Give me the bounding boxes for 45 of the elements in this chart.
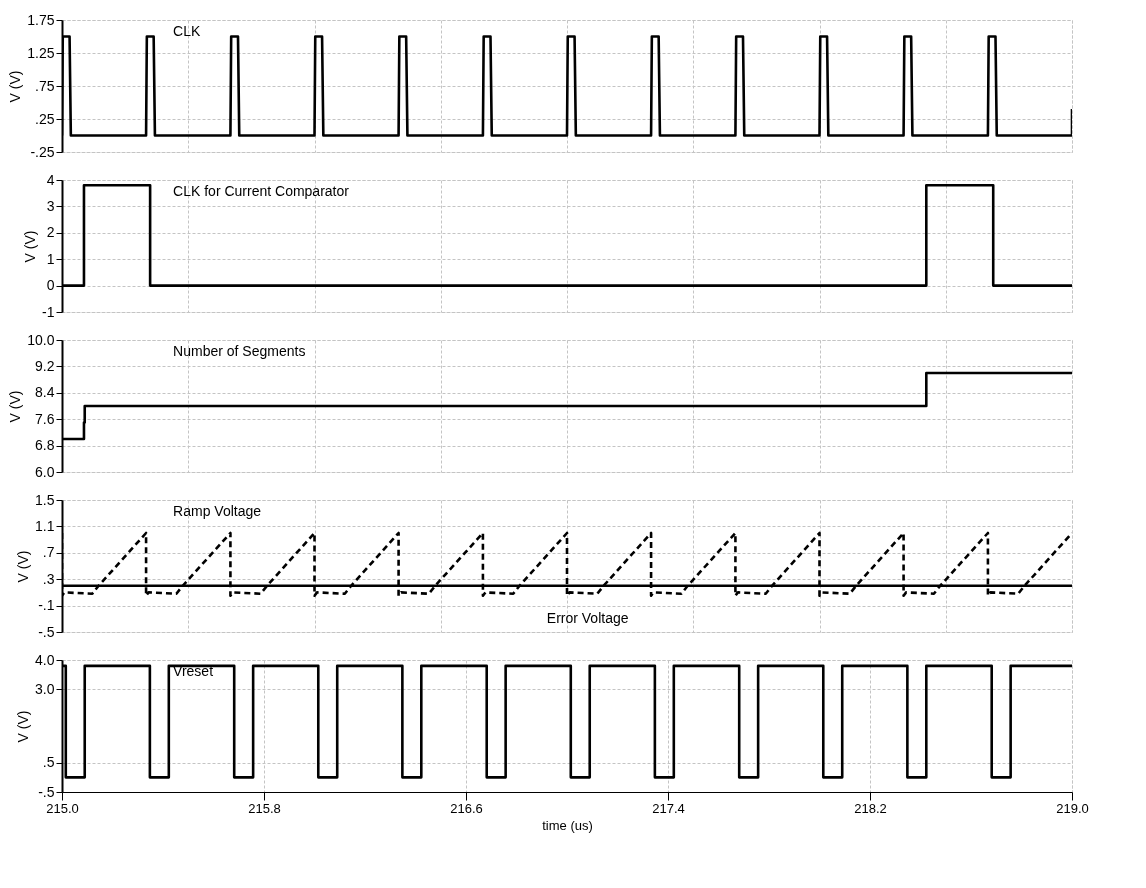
y-tick-label: 1.25 xyxy=(27,44,55,61)
x-tick-label: 216.6 xyxy=(450,800,483,816)
y-tick-label: 3 xyxy=(46,197,55,214)
y-tick-label: 3.0 xyxy=(35,680,55,697)
x-tick-label: 218.2 xyxy=(854,800,887,816)
text: Number of Segments xyxy=(173,342,306,359)
y-tick-label: 1.75 xyxy=(27,11,55,28)
y-axis-title: V (V) xyxy=(22,230,39,263)
x-tick-label: 219.0 xyxy=(1056,800,1089,816)
y-tick-label: 8.4 xyxy=(35,384,55,401)
x-tick-label: 215.0 xyxy=(46,800,79,816)
y-tick-label: 10.0 xyxy=(27,331,55,348)
y-tick-label: 2 xyxy=(46,224,55,241)
y-tick-label: -.1 xyxy=(38,597,55,614)
y-tick-label: 1 xyxy=(46,250,55,267)
y-tick-label: -1 xyxy=(42,303,55,320)
y-tick-label: .5 xyxy=(42,754,55,771)
series-label: Error Voltage xyxy=(546,609,629,626)
y-tick-label: .75 xyxy=(35,77,55,94)
series-label: Vreset xyxy=(173,662,214,679)
y-tick-label: -.5 xyxy=(38,783,55,800)
x-axis-title: time (us) xyxy=(542,817,593,833)
y-tick-label: -.5 xyxy=(38,623,55,640)
series-label: CLK xyxy=(173,22,201,39)
y-tick-label: 1.5 xyxy=(35,491,55,508)
y-axis-title: V (V) xyxy=(7,70,24,103)
y-tick-label: 6.0 xyxy=(35,463,55,480)
x-tick-label: 215.8 xyxy=(248,800,281,816)
y-tick-label: -.25 xyxy=(30,143,55,160)
y-tick-label: 0 xyxy=(46,277,55,294)
y-tick-label: 7.6 xyxy=(35,410,55,427)
y-tick-label: 4 xyxy=(46,171,55,188)
series-label: Ramp Voltage xyxy=(173,502,262,519)
y-tick-label: 6.8 xyxy=(35,437,55,454)
y-tick-label: 9.2 xyxy=(35,357,55,374)
y-tick-label: .7 xyxy=(42,544,55,561)
y-axis-title: V (V) xyxy=(7,390,24,423)
y-axis-title: V (V) xyxy=(15,710,32,743)
y-tick-label: .25 xyxy=(35,110,55,127)
series-label: CLK for Current Comparator xyxy=(173,182,350,199)
y-axis-title: V (V) xyxy=(15,550,32,583)
y-tick-label: 4.0 xyxy=(35,651,55,668)
y-tick-label: .3 xyxy=(42,570,55,587)
y-tick-label: 1.1 xyxy=(35,517,55,534)
x-tick-label: 217.4 xyxy=(652,800,685,816)
